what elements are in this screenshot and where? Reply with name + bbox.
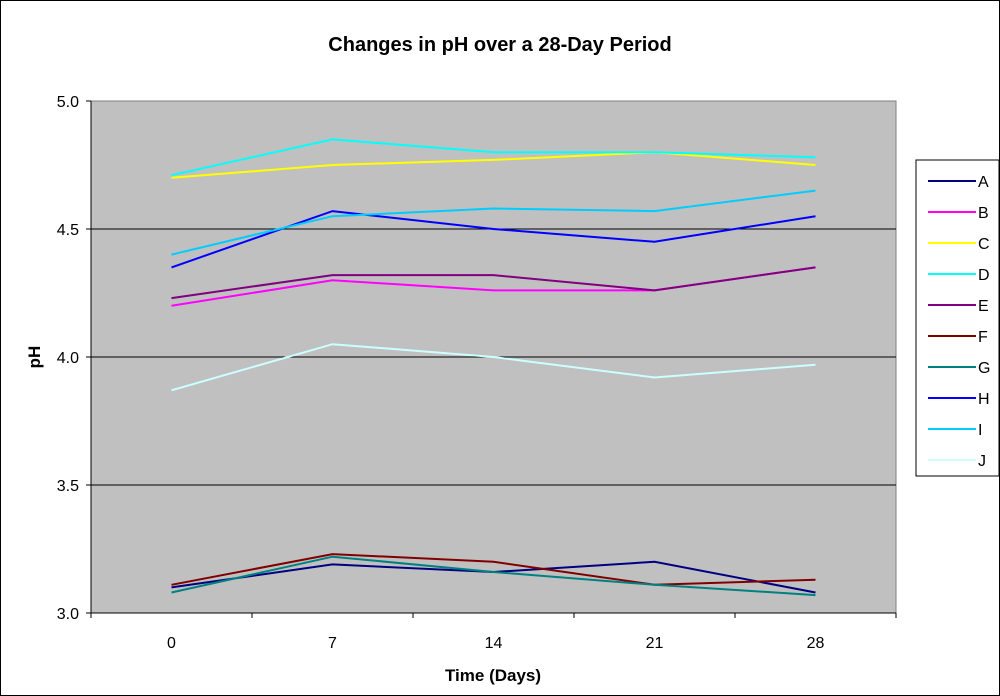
y-tick-label: 4.0 [57, 350, 79, 367]
y-tick-label: 5.0 [57, 94, 79, 111]
series-line-e [171, 266, 816, 300]
series-line-d [171, 138, 816, 177]
x-tick-label: 7 [328, 635, 337, 652]
legend-label-f: F [978, 329, 988, 346]
series-line-i [171, 189, 816, 256]
chart-title: Changes in pH over a 28-Day Period [328, 34, 671, 56]
series-line-f [171, 553, 816, 586]
series-line-c [171, 151, 816, 179]
legend-label-c: C [978, 236, 990, 253]
x-axis-title: Time (Days) [445, 666, 541, 685]
series-line-g [171, 555, 816, 597]
x-tick-label: 0 [167, 635, 176, 652]
legend-label-h: H [978, 391, 990, 408]
legend-label-a: A [978, 174, 989, 191]
y-axis-title: pH [25, 346, 44, 369]
legend-label-i: I [978, 422, 982, 439]
y-tick-label: 4.5 [57, 222, 79, 239]
x-tick-label: 28 [807, 635, 825, 652]
series-line-j [171, 343, 816, 392]
y-tick-label: 3.5 [57, 478, 79, 495]
legend-label-d: D [978, 267, 990, 284]
x-tick-label: 21 [646, 635, 664, 652]
legend-label-e: E [978, 298, 989, 315]
x-tick-label: 14 [485, 635, 503, 652]
legend-label-b: B [978, 205, 989, 222]
legend-label-g: G [978, 360, 990, 377]
y-tick-label: 3.0 [57, 606, 79, 623]
legend-label-j: J [978, 453, 986, 470]
